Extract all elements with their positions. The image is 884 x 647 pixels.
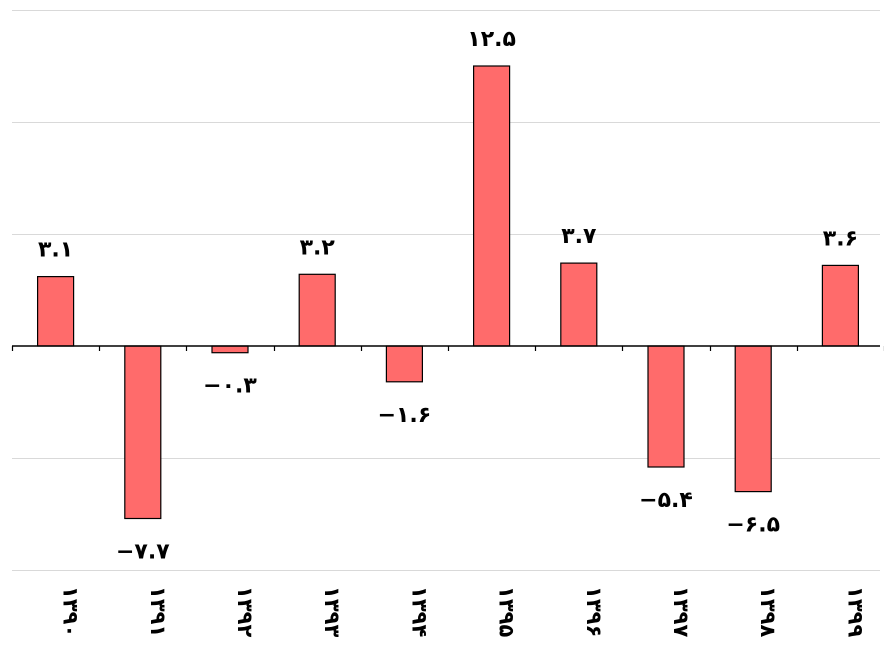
bar [298,273,336,347]
bar [124,345,162,520]
bar [560,262,598,347]
x-tick-label: ۱۳۹۴ [407,586,431,637]
data-label: −۰.۳ [203,374,257,399]
bar [211,345,249,354]
data-label: −۶.۵ [726,513,780,538]
bars [36,65,860,520]
data-label: ۳.۷ [561,224,597,249]
data-label: ۳.۲ [300,235,336,260]
bar [36,276,75,347]
x-tick-label: ۱۳۹۳ [320,586,344,637]
x-tick-label: ۱۳۹۱ [146,586,170,637]
data-labels: ۳.۱ −۷.۷ −۰.۳ ۳.۲ −۱.۶ ۱۲.۵ ۳.۷ −۵.۴ −۶.۵ ۳.۶ [38,27,858,565]
data-label: −۵.۴ [639,488,693,513]
x-tick-label: ۱۳۹۶ [582,586,606,637]
data-label: −۱.۶ [378,403,432,428]
x-tick-label: ۱۳۹۷ [669,586,693,637]
data-label: ۱۲.۵ [467,27,516,52]
bar [821,264,860,347]
bar [473,65,511,347]
data-label: ۳.۶ [823,226,858,251]
bar [734,345,772,493]
x-axis [11,345,884,351]
data-label: −۷.۷ [116,540,170,565]
x-tick-label: ۱۳۹۵ [495,586,519,637]
bar [647,345,685,468]
bar [385,345,423,383]
x-tick-labels: ۱۳۹۰ ۱۳۹۱ ۱۳۹۲ ۱۳۹۳ ۱۳۹۴ ۱۳۹۵ ۱۳۹۶ ۱۳۹۷ ۱۳۹۸ ۱۳۹۹ [59,586,868,637]
x-tick-label: ۱۳۹۲ [233,586,257,637]
data-label: ۳.۱ [38,238,73,263]
x-tick-label: ۱۳۹۹ [843,586,867,637]
x-tick-label: ۱۳۹۸ [756,586,780,637]
x-tick-label: ۱۳۹۰ [59,586,83,637]
